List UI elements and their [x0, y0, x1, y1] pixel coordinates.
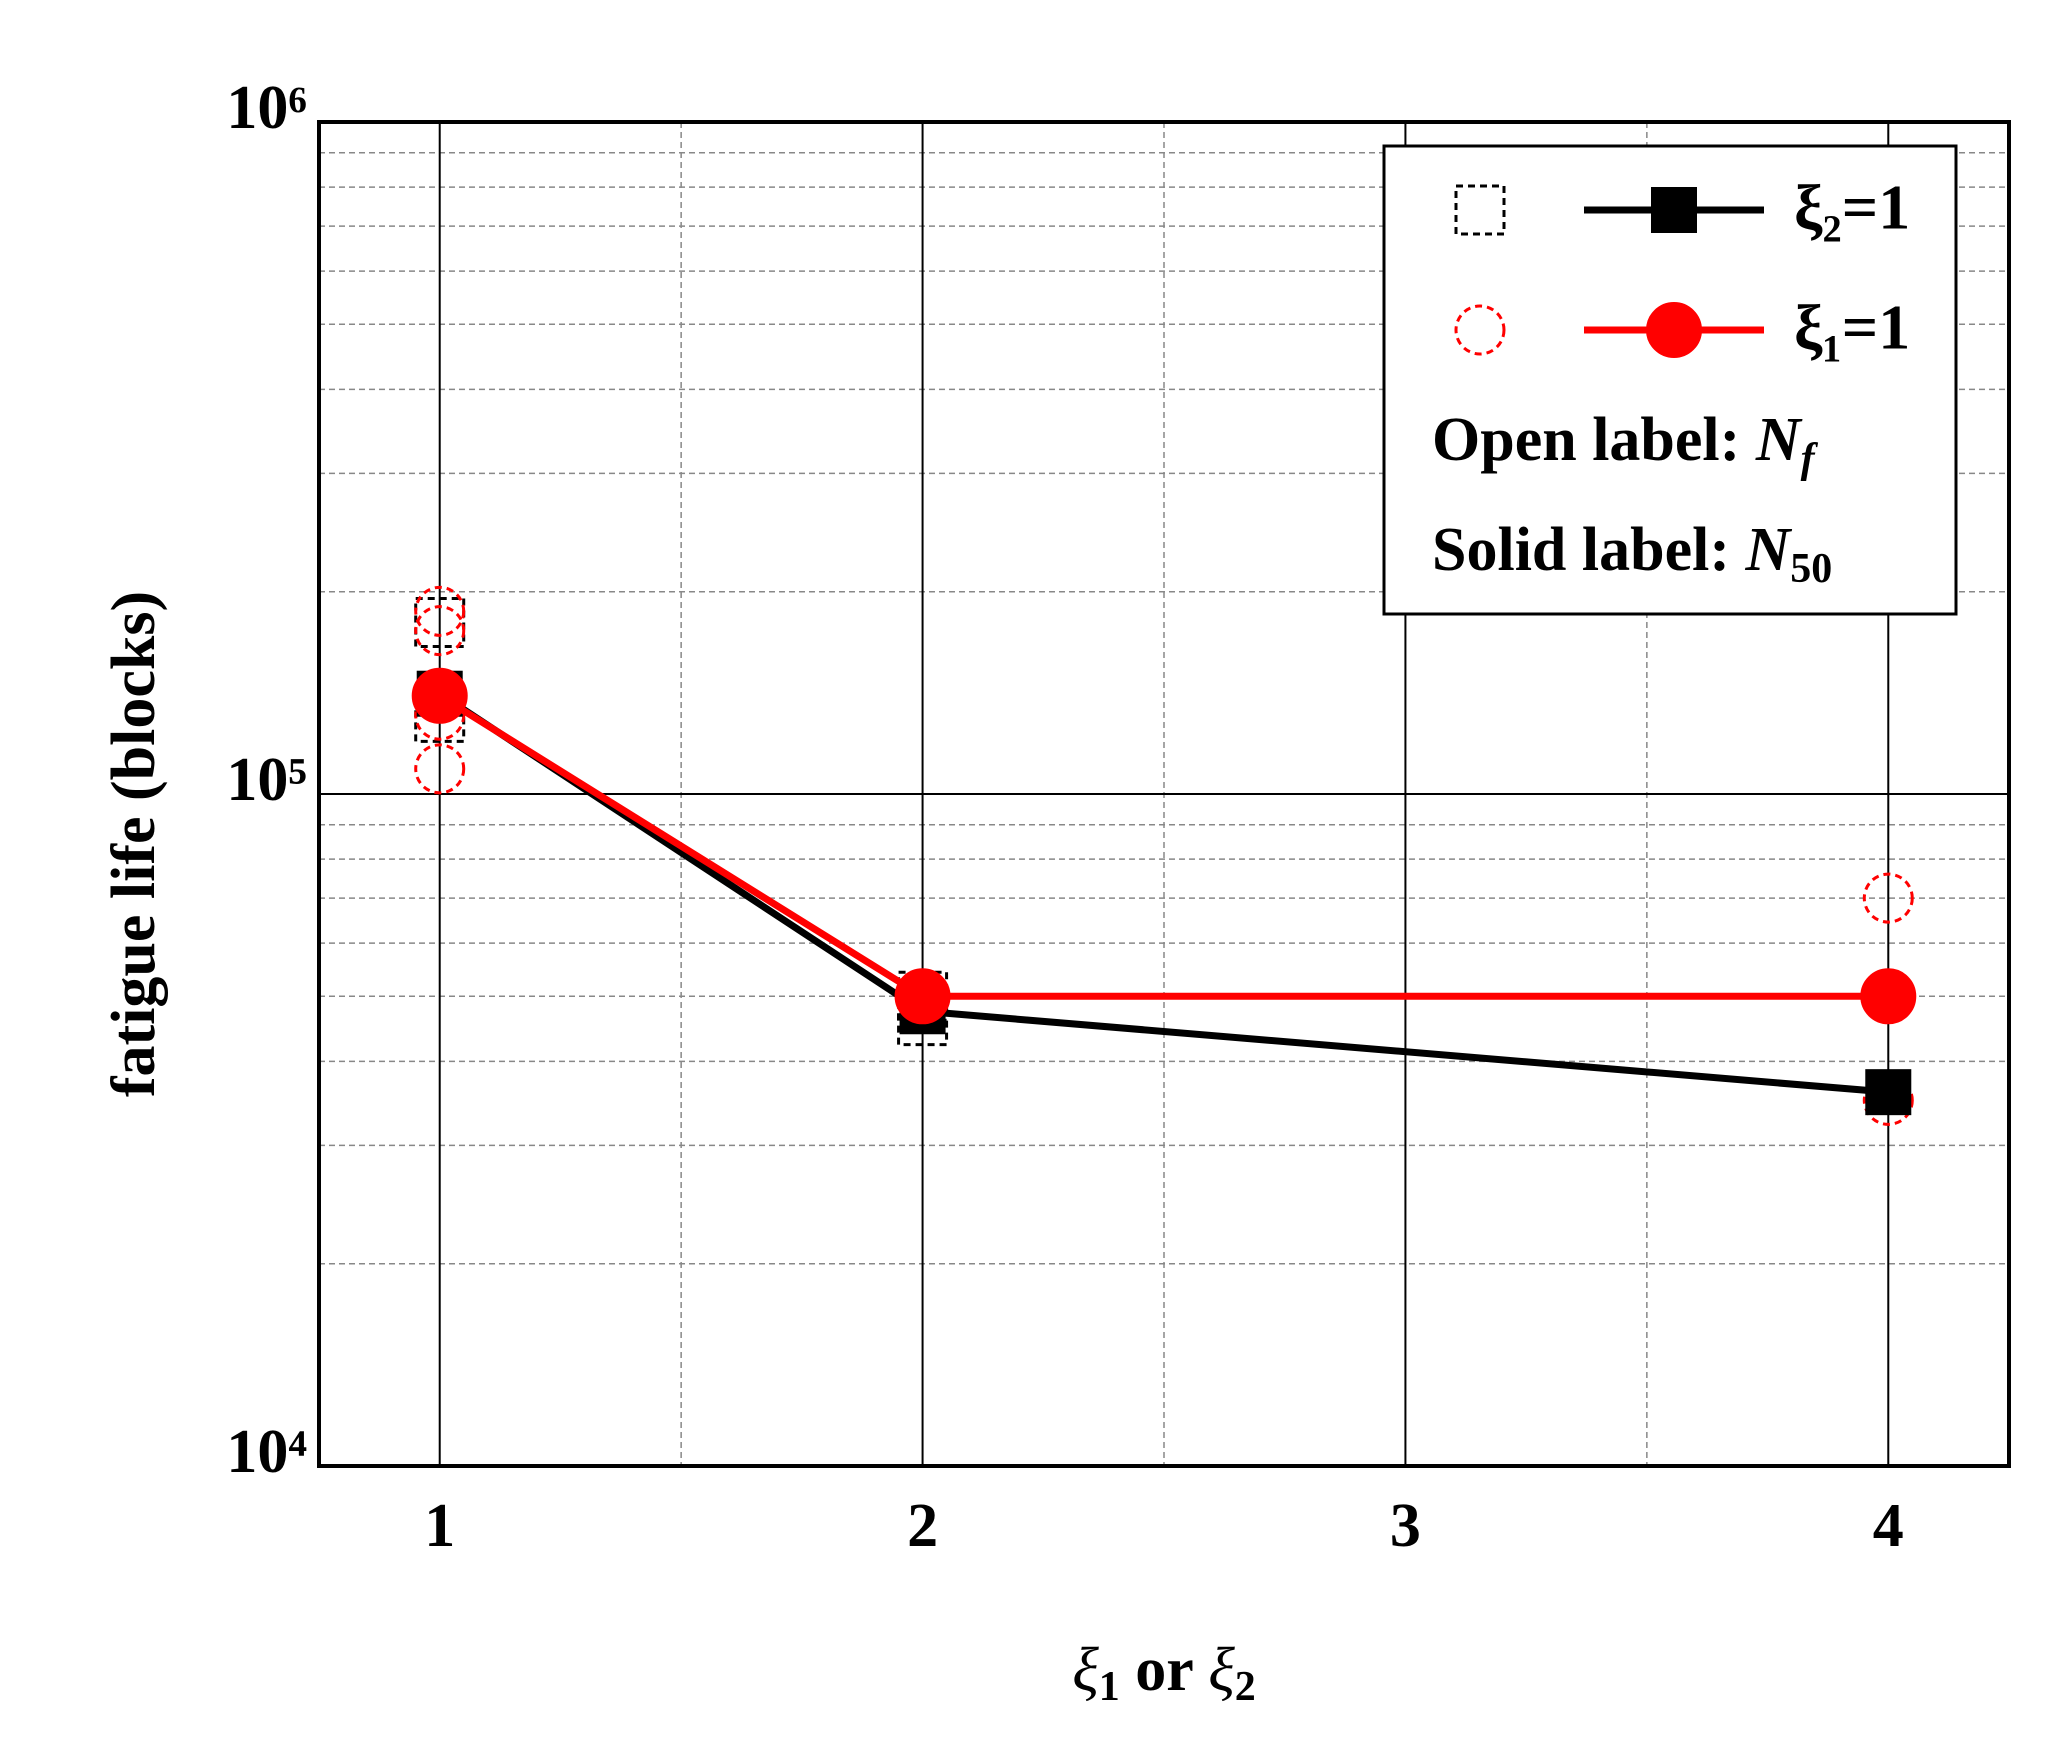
- open-marker: [414, 596, 466, 648]
- open-marker: [1454, 184, 1506, 236]
- solid-marker: [411, 667, 468, 724]
- x-label-part: 1: [1099, 1664, 1120, 1710]
- note-subscript: f: [1801, 436, 1819, 482]
- x-label-part: or: [1120, 1636, 1208, 1704]
- open-marker: [414, 605, 466, 657]
- open-marker: [1862, 872, 1914, 924]
- x-tick-label: 1: [424, 1492, 455, 1560]
- legend-label: ξ₁=1: [1794, 292, 1910, 363]
- plot-frame: [317, 120, 2011, 1468]
- note-symbol: N: [1745, 516, 1793, 584]
- x-label-part: ξ: [1208, 1636, 1235, 1704]
- y-tick-label: 10⁴: [226, 1418, 307, 1486]
- note-symbol: N: [1755, 406, 1803, 474]
- x-label-part: ξ: [1072, 1636, 1099, 1704]
- solid-marker: [1651, 187, 1697, 233]
- y-tick-label: 10⁵: [226, 746, 307, 814]
- x-axis-label: ξ1 or ξ2: [1072, 1636, 1256, 1709]
- note-subscript: 50: [1790, 546, 1832, 592]
- x-tick-label: 4: [1873, 1492, 1904, 1560]
- solid-marker: [1865, 1069, 1912, 1116]
- x-tick-label: 2: [907, 1492, 938, 1560]
- y-tick-label: 10⁶: [226, 74, 307, 142]
- legend-label: ξ₂=1: [1794, 172, 1910, 243]
- note-label: Open label:: [1432, 406, 1756, 474]
- legend-note: Open label: Nf: [1432, 406, 1819, 481]
- open-marker: [414, 743, 466, 795]
- open-marker: [414, 585, 466, 637]
- solid-marker: [1646, 302, 1702, 358]
- legend-note: Solid label: N50: [1432, 516, 1832, 591]
- open-marker: [1454, 304, 1506, 356]
- solid-marker: [1860, 968, 1917, 1025]
- note-label: Solid label:: [1432, 516, 1746, 584]
- x-label-part: 2: [1235, 1664, 1256, 1710]
- x-tick-label: 3: [1390, 1492, 1421, 1560]
- y-axis-label: fatigue life (blocks): [100, 591, 168, 1097]
- solid-marker: [894, 968, 951, 1025]
